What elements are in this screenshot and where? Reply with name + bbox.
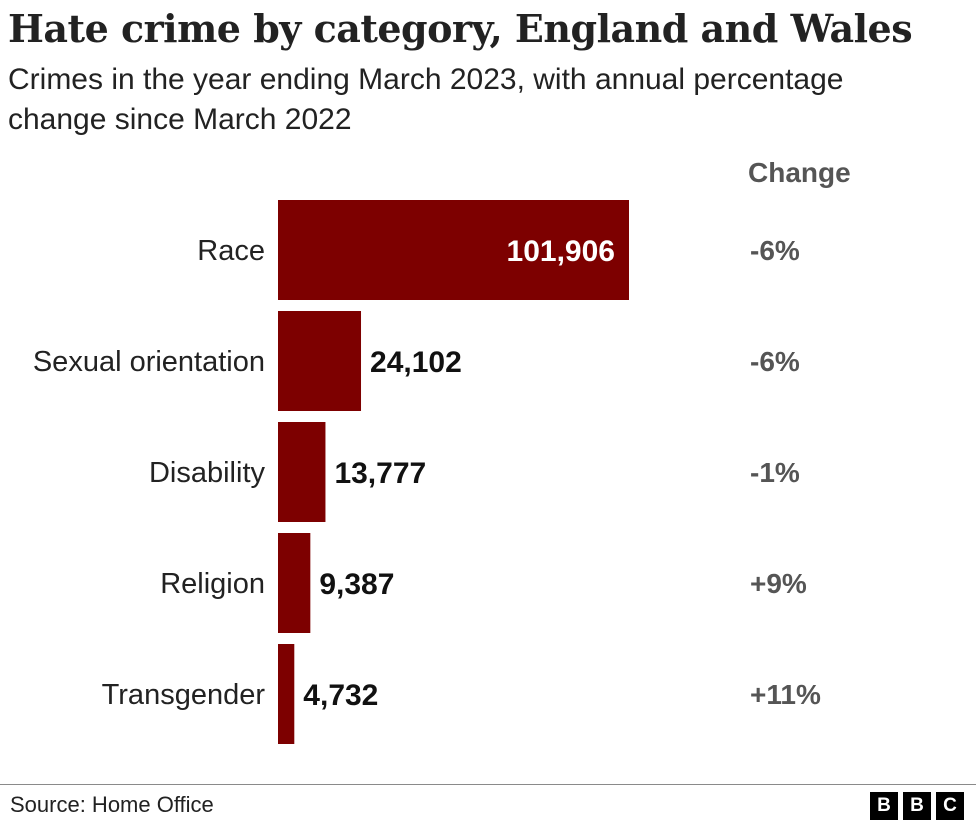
category-label: Religion [160,568,265,600]
bbc-logo-letter-1: B [870,792,898,820]
value-label: 13,777 [334,457,426,490]
value-label: 4,732 [303,679,378,712]
bbc-logo-letter-3: C [936,792,964,820]
footer-divider [0,784,976,785]
bbc-logo-letter-2: B [903,792,931,820]
bar [278,533,311,633]
bbc-logo: B B C [870,792,964,820]
change-label: +9% [750,568,807,599]
category-label: Disability [149,457,266,489]
category-label: Transgender [102,679,266,711]
value-label: 24,102 [370,346,462,379]
change-column-header: Change [748,157,851,188]
bar [278,200,629,300]
value-label: 101,906 [507,235,615,268]
chart-subtitle: Crimes in the year ending March 2023, wi… [8,63,844,136]
bar [278,422,326,522]
bar [278,644,295,744]
category-label: Sexual orientation [33,346,265,378]
bar-chart: Race 101,906 -6% Sexual orientation 24,102 -6… [33,200,821,744]
value-label: 9,387 [319,568,394,601]
change-label: +11% [750,679,821,710]
category-label: Race [197,235,265,267]
change-label: -6% [750,346,800,377]
source-note: Source: Home Office [10,792,214,817]
chart-title: Hate crime by category, England and Wale… [8,6,913,51]
change-label: -6% [750,235,800,266]
bar [278,311,362,411]
change-label: -1% [750,457,800,488]
